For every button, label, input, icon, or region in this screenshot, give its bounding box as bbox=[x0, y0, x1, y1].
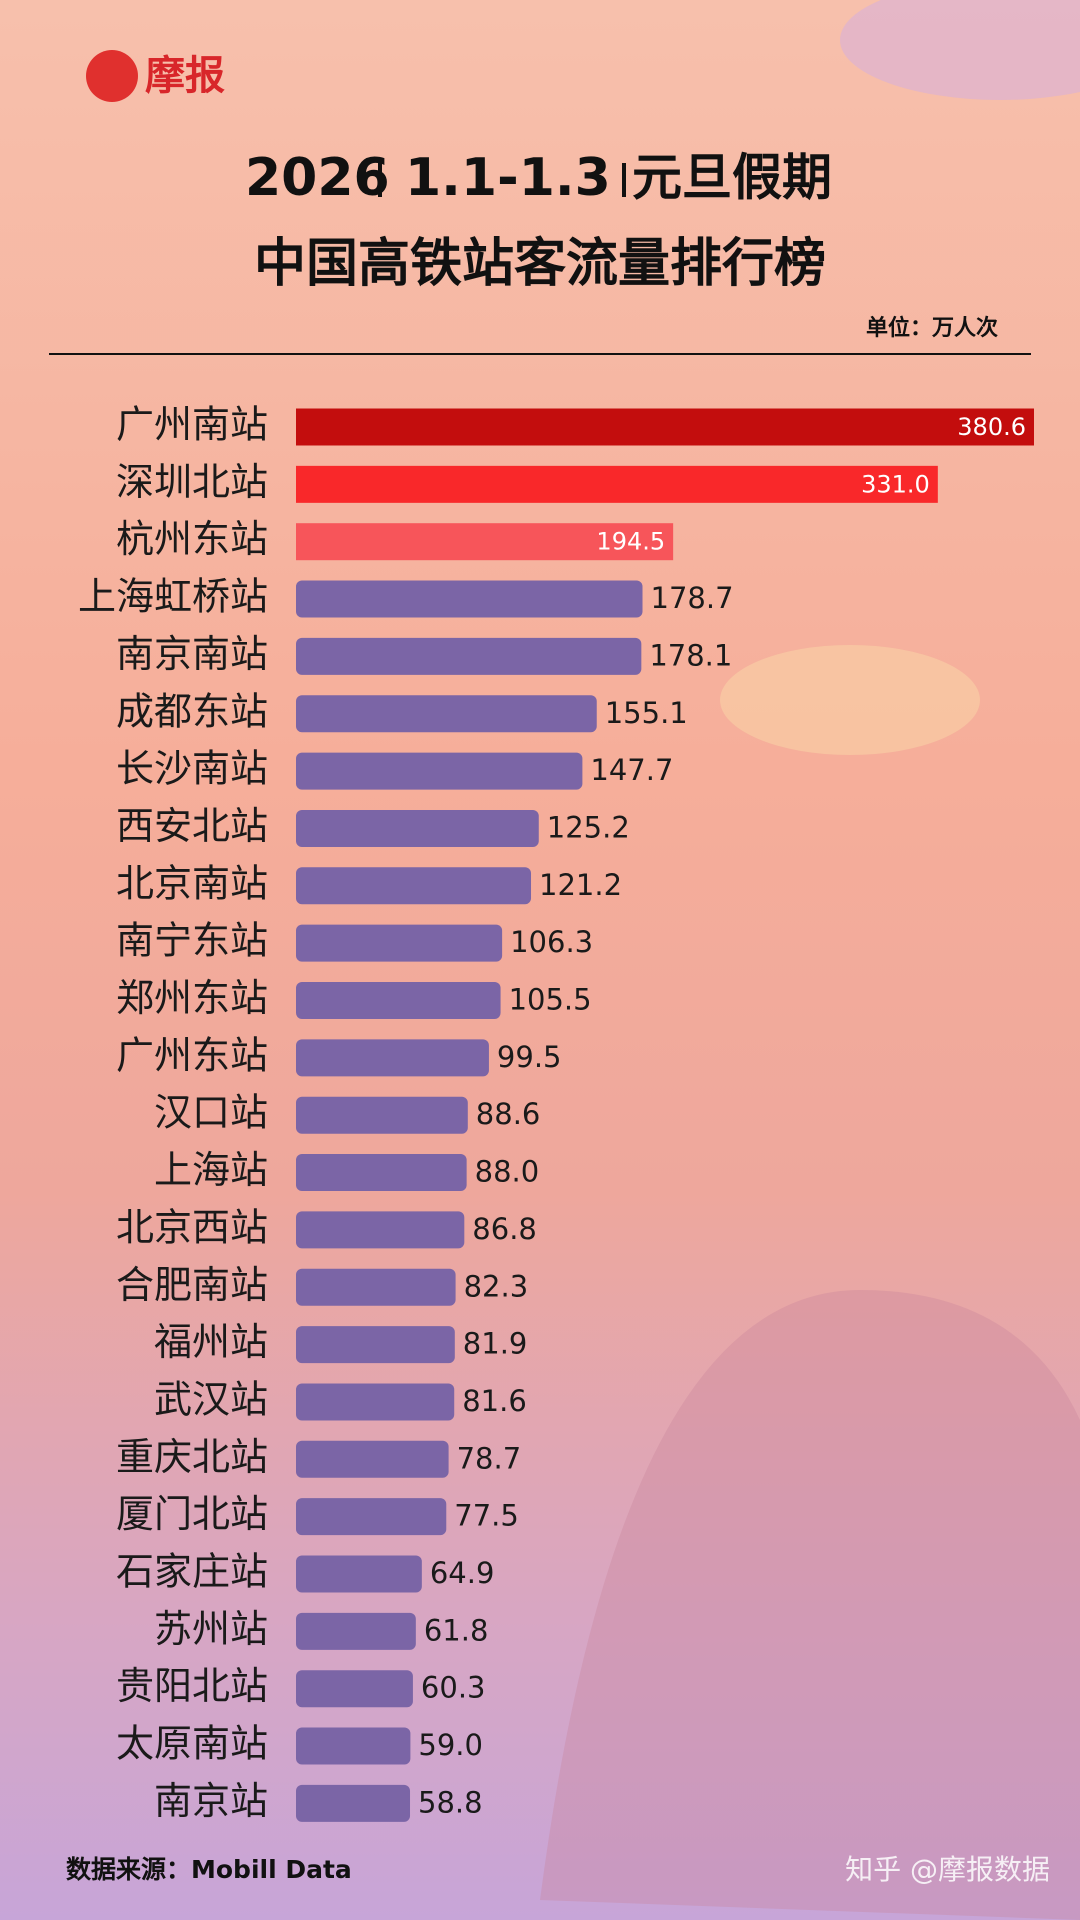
category-label: 广州东站 bbox=[116, 1033, 268, 1077]
category-label: 杭州东站 bbox=[116, 517, 268, 561]
watermark: 知乎 @摩报数据 bbox=[845, 1853, 1050, 1886]
bar bbox=[296, 1383, 455, 1421]
category-label: 武汉站 bbox=[154, 1377, 268, 1421]
value-label: 86.8 bbox=[472, 1212, 537, 1246]
category-label: 西安北站 bbox=[116, 804, 268, 848]
title-part: 元旦假期 bbox=[632, 149, 832, 207]
value-label: 81.6 bbox=[462, 1384, 527, 1418]
category-label: 南宁东站 bbox=[116, 919, 268, 963]
value-label: 88.6 bbox=[476, 1097, 541, 1131]
bar bbox=[296, 1096, 468, 1134]
category-label: 太原南站 bbox=[116, 1722, 268, 1766]
bar bbox=[296, 1612, 416, 1650]
bar bbox=[296, 809, 539, 847]
value-label: 178.1 bbox=[649, 638, 732, 672]
bar bbox=[296, 1326, 455, 1364]
title-separator bbox=[622, 163, 626, 197]
bar bbox=[296, 1498, 447, 1536]
value-label: 380.6 bbox=[957, 413, 1026, 441]
value-label: 178.7 bbox=[651, 581, 734, 615]
logo-icon bbox=[86, 50, 138, 102]
value-label: 78.7 bbox=[457, 1441, 522, 1475]
category-label: 深圳北站 bbox=[116, 460, 268, 504]
bar bbox=[296, 523, 674, 561]
category-label: 长沙南站 bbox=[116, 747, 268, 791]
category-label: 重庆北站 bbox=[116, 1435, 268, 1479]
bar bbox=[296, 580, 643, 618]
logo-text: 摩报 bbox=[145, 53, 225, 99]
decor-cloud bbox=[720, 645, 980, 755]
value-label: 194.5 bbox=[596, 528, 665, 556]
bar bbox=[296, 867, 532, 905]
title-part: 2026 bbox=[245, 148, 390, 208]
category-label: 北京南站 bbox=[116, 861, 268, 905]
value-label: 99.5 bbox=[497, 1040, 562, 1074]
value-label: 59.0 bbox=[418, 1728, 483, 1762]
value-label: 64.9 bbox=[430, 1556, 495, 1590]
value-label: 155.1 bbox=[605, 696, 688, 730]
decor-cloud bbox=[840, 0, 1080, 100]
category-label: 汉口站 bbox=[154, 1091, 268, 1135]
category-label: 郑州东站 bbox=[116, 976, 268, 1020]
bar bbox=[296, 1440, 449, 1478]
category-label: 广州南站 bbox=[116, 403, 268, 447]
bar bbox=[296, 1039, 489, 1077]
bar bbox=[296, 1784, 411, 1822]
category-label: 北京西站 bbox=[116, 1205, 268, 1249]
value-label: 58.8 bbox=[418, 1785, 483, 1819]
value-label: 121.2 bbox=[539, 868, 622, 902]
category-label: 上海站 bbox=[154, 1148, 268, 1192]
value-label: 331.0 bbox=[861, 470, 930, 498]
bar bbox=[296, 1268, 456, 1306]
category-label: 厦门北站 bbox=[116, 1492, 268, 1536]
bar bbox=[296, 1670, 413, 1708]
category-label: 南京站 bbox=[154, 1779, 268, 1823]
category-label: 苏州站 bbox=[154, 1607, 268, 1651]
unit-label: 单位：万人次 bbox=[866, 315, 998, 341]
value-label: 81.9 bbox=[463, 1327, 528, 1361]
value-label: 105.5 bbox=[509, 983, 592, 1017]
title-separator bbox=[378, 163, 382, 197]
bar bbox=[296, 1154, 467, 1192]
bar bbox=[296, 1555, 422, 1593]
bar bbox=[296, 695, 597, 733]
value-label: 147.7 bbox=[590, 753, 673, 787]
bar bbox=[296, 637, 642, 675]
category-label: 石家庄站 bbox=[116, 1550, 268, 1594]
category-label: 南京南站 bbox=[116, 632, 268, 676]
value-label: 61.8 bbox=[424, 1613, 489, 1647]
decor-train bbox=[540, 1290, 1080, 1920]
bar bbox=[296, 924, 503, 962]
category-label: 上海虹桥站 bbox=[78, 575, 268, 619]
bar bbox=[296, 1211, 465, 1249]
value-label: 106.3 bbox=[510, 925, 593, 959]
bar bbox=[296, 752, 583, 790]
value-label: 60.3 bbox=[421, 1671, 486, 1705]
source: 数据来源：Mobill Data bbox=[66, 1855, 352, 1884]
category-label: 成都东站 bbox=[116, 689, 268, 733]
bar bbox=[296, 982, 501, 1019]
category-label: 合肥南站 bbox=[116, 1263, 268, 1307]
category-label: 福州站 bbox=[154, 1320, 268, 1364]
category-label: 贵阳北站 bbox=[116, 1664, 268, 1708]
value-label: 125.2 bbox=[547, 810, 630, 844]
value-label: 77.5 bbox=[454, 1499, 519, 1533]
bar bbox=[296, 1727, 411, 1765]
subtitle: 中国高铁站客流量排行榜 bbox=[254, 234, 826, 294]
title-part: 1.1-1.3 bbox=[405, 148, 611, 208]
value-label: 82.3 bbox=[464, 1269, 529, 1303]
bar bbox=[296, 465, 938, 503]
bar bbox=[296, 408, 1034, 446]
value-label: 88.0 bbox=[475, 1155, 540, 1189]
